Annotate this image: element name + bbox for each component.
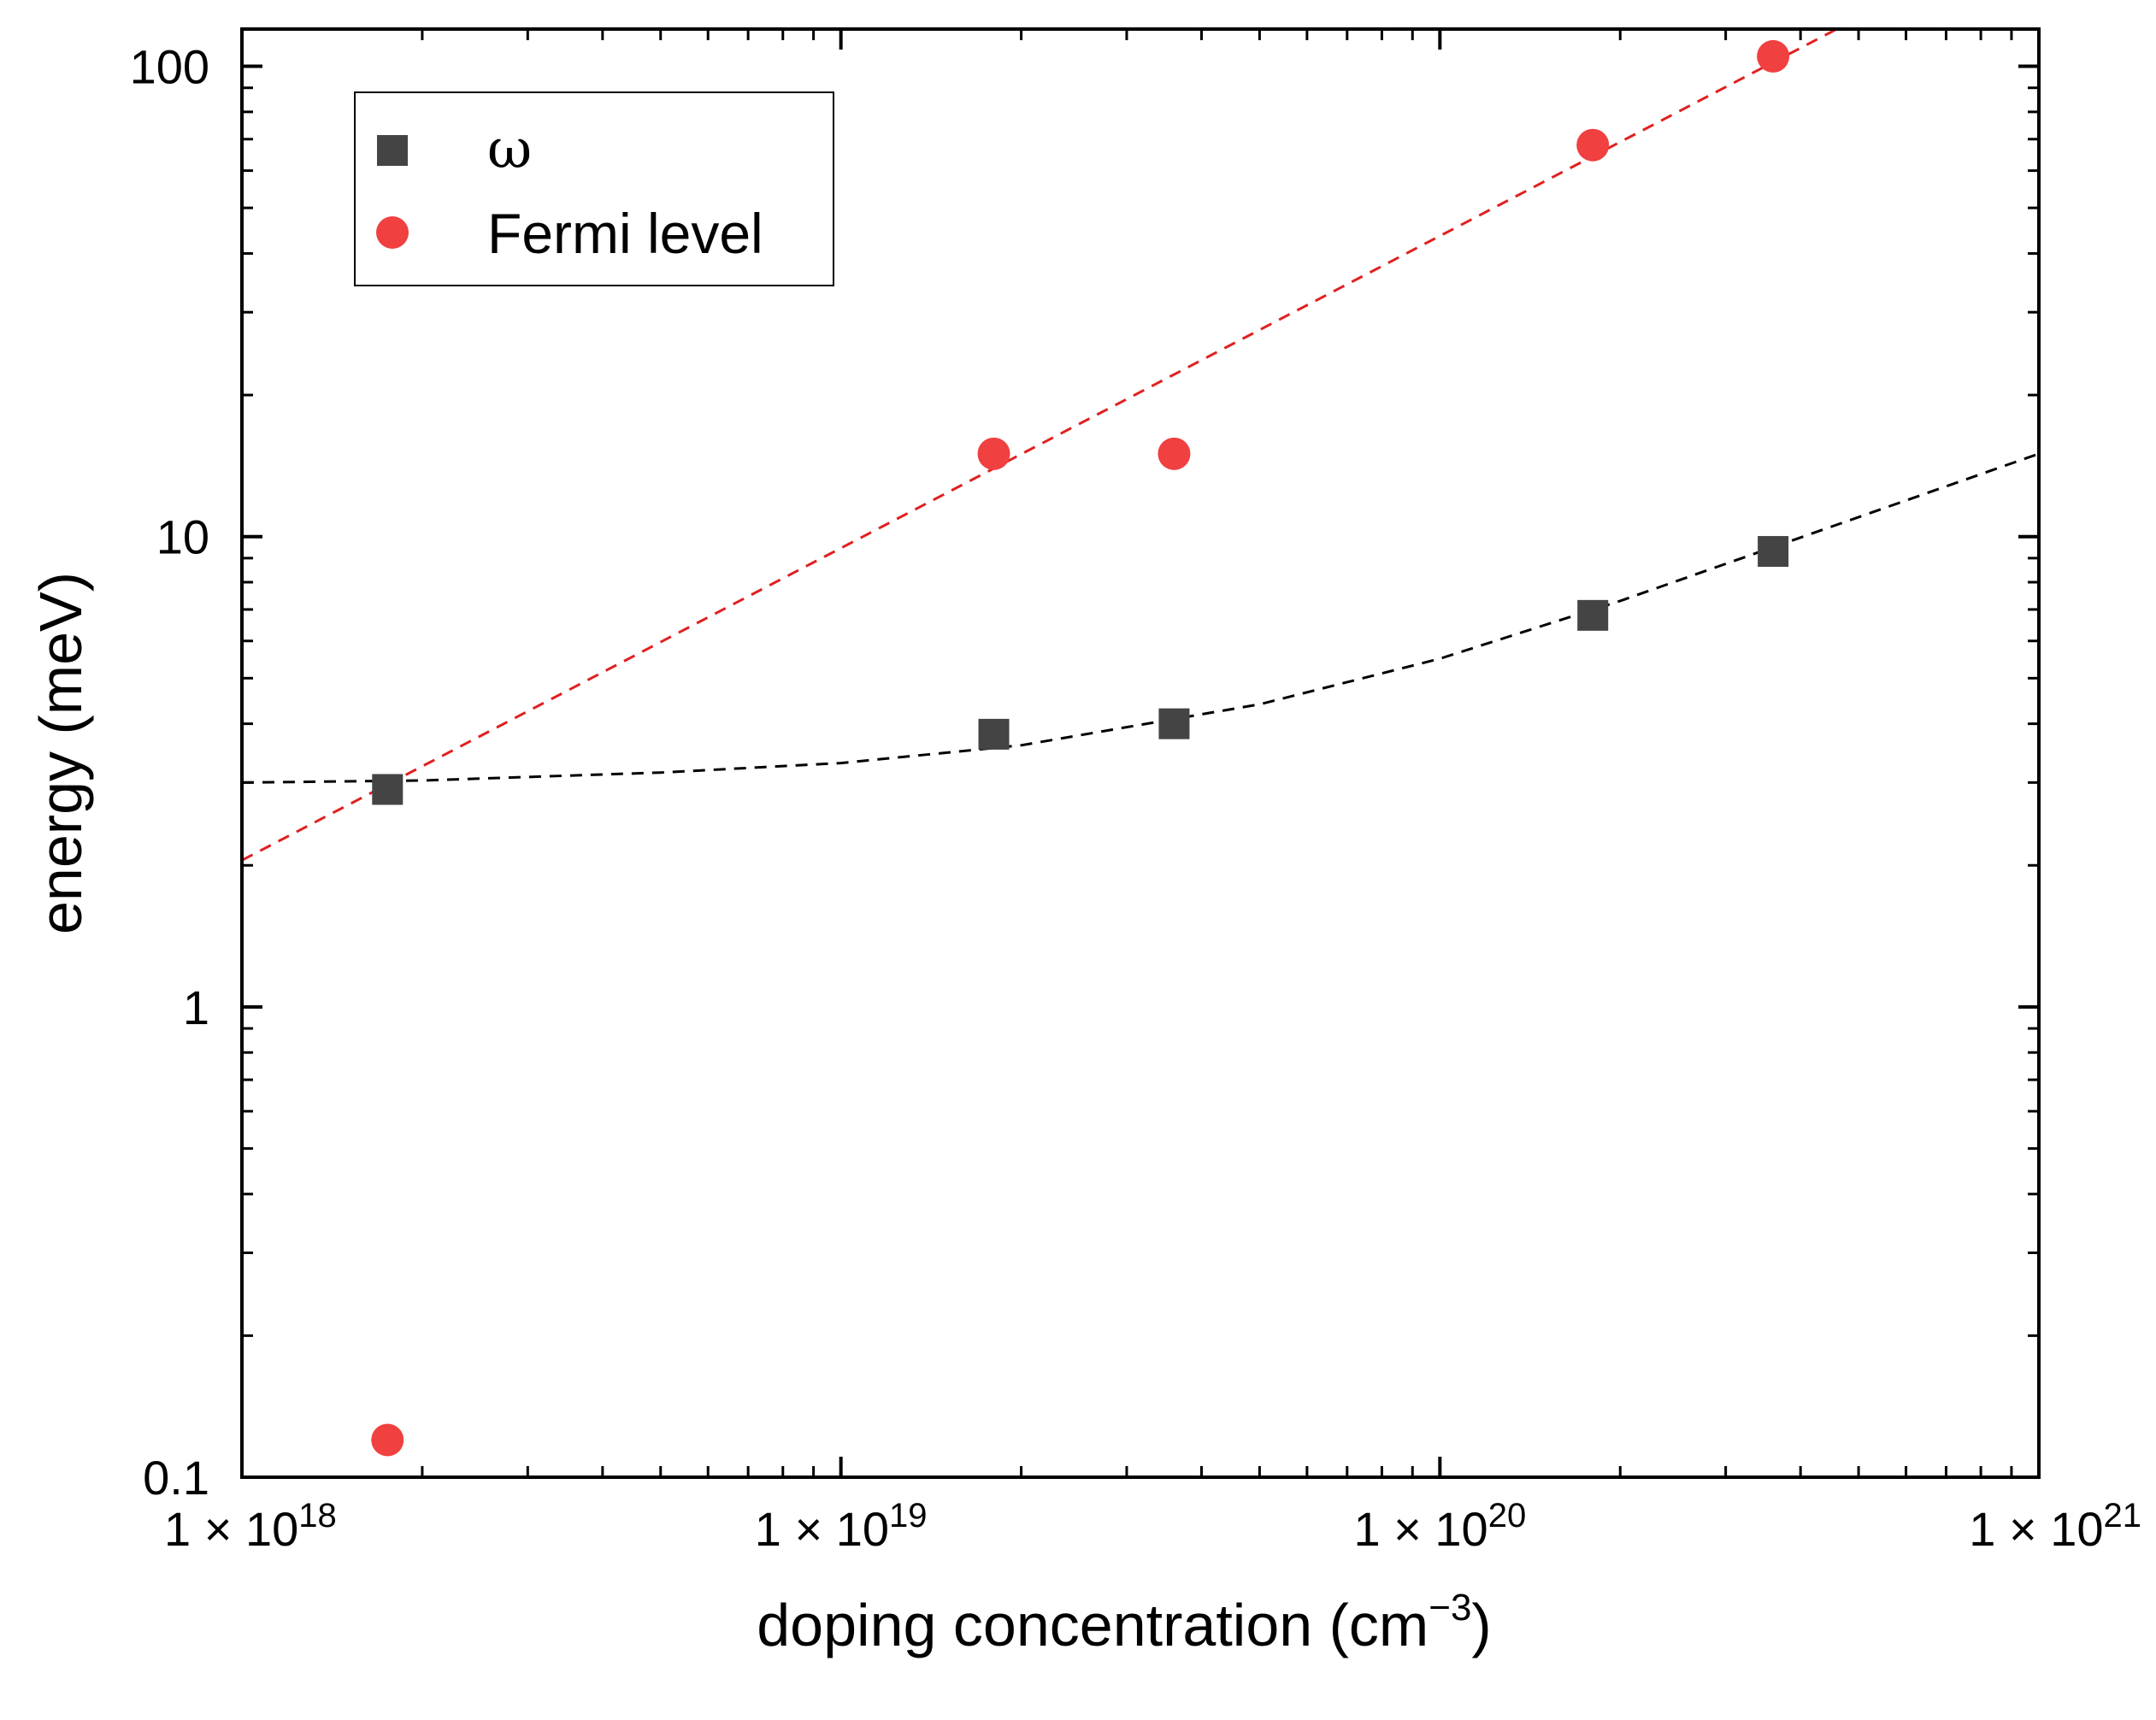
legend-label-fermi-level: Fermi level bbox=[487, 202, 763, 265]
x-tick-label: 1 × 1021 bbox=[1969, 1497, 2141, 1556]
x-tick-label-mantissa: 1 × 10 bbox=[1969, 1502, 2103, 1556]
minor-ticks bbox=[242, 29, 2039, 1477]
y-tick-label: 0.1 bbox=[143, 1451, 209, 1505]
tick-labels: 1 × 1018 1 × 1019 1 × 1020 1 × 10210.111010… bbox=[130, 40, 2141, 1556]
x-tick-label-exponent: 20 bbox=[1488, 1497, 1527, 1534]
x-axis-title-superscript: −3 bbox=[1428, 1587, 1471, 1629]
x-axis-title-close: ) bbox=[1471, 1592, 1491, 1658]
x-tick-label-mantissa: 1 × 10 bbox=[1353, 1502, 1487, 1556]
plot-frame bbox=[240, 27, 2041, 1479]
x-tick-label-mantissa: 1 × 10 bbox=[755, 1502, 889, 1556]
fit-lines bbox=[242, 29, 2039, 862]
y-tick-label: 100 bbox=[130, 40, 209, 94]
fermi-level-point bbox=[1757, 39, 1790, 73]
y-axis-title: energy (meV) bbox=[27, 572, 94, 934]
omega-point bbox=[1577, 599, 1609, 631]
x-tick-label: 1 × 1020 bbox=[1353, 1497, 1526, 1556]
omega-point bbox=[372, 774, 404, 805]
y-tick-label: 1 bbox=[183, 981, 209, 1034]
omega-point bbox=[1758, 536, 1789, 568]
x-axis-title: doping concentration (cm−3) bbox=[757, 1587, 1491, 1658]
x-tick-label-exponent: 18 bbox=[298, 1497, 337, 1534]
omega-fit-line bbox=[242, 452, 2039, 784]
legend-box bbox=[354, 91, 834, 286]
legend-marker-omega bbox=[377, 135, 408, 166]
omega-point bbox=[978, 718, 1010, 750]
y-tick-label: 10 bbox=[156, 510, 209, 564]
x-tick-label-exponent: 21 bbox=[2104, 1497, 2142, 1534]
legend: ω Fermi level bbox=[354, 91, 834, 286]
fermi-level-point bbox=[371, 1423, 404, 1457]
x-tick-label-exponent: 19 bbox=[889, 1497, 928, 1534]
fermi-level-point bbox=[977, 437, 1010, 470]
x-tick-label: 1 × 1019 bbox=[755, 1497, 928, 1556]
x-tick-label: 1 × 1018 bbox=[164, 1497, 337, 1556]
legend-label-omega: ω bbox=[487, 118, 532, 181]
x-axis-title-main: doping concentration (cm bbox=[757, 1592, 1428, 1658]
fermi-level-point bbox=[1158, 437, 1191, 470]
data-points bbox=[371, 39, 1790, 1457]
legend-marker-fermi-level bbox=[376, 216, 409, 249]
fermi-level-point bbox=[1576, 128, 1610, 162]
omega-point bbox=[1158, 708, 1190, 739]
x-tick-label-mantissa: 1 × 10 bbox=[164, 1502, 298, 1556]
fermi-fit-line bbox=[242, 29, 1838, 862]
